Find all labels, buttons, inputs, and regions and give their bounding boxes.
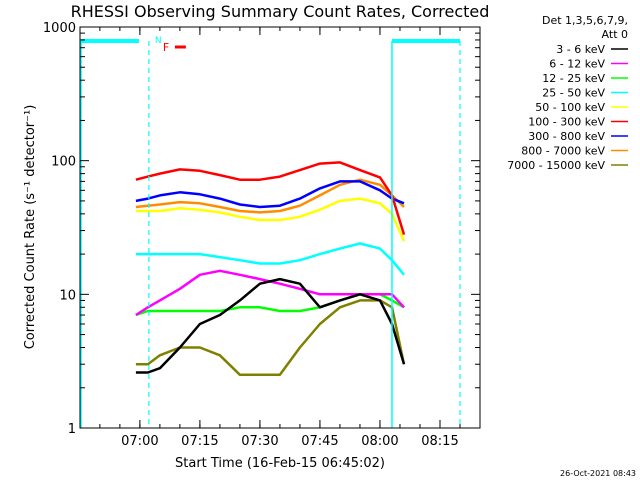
series-line <box>135 197 406 242</box>
timestamp: 26-Oct-2021 08:43 <box>560 469 636 478</box>
y-tick-label: 100 <box>51 155 76 170</box>
legend-header-line-1: Det 1,3,5,6,7,9, <box>542 14 628 27</box>
x-tick-label: 08:00 <box>361 434 398 449</box>
series-line <box>135 161 406 235</box>
legend-label: 12 - 25 keV <box>542 72 605 85</box>
series-line <box>135 178 405 214</box>
y-tick-label: 1000 <box>43 21 76 36</box>
series-line <box>135 180 405 209</box>
legend-label: 7000 - 15000 keV <box>507 159 605 172</box>
legend-label: 6 - 12 keV <box>549 58 605 71</box>
series-layer <box>135 161 406 377</box>
x-tick-label: 07:45 <box>301 434 338 449</box>
y-axis-label: Corrected Count Rate (s⁻¹ detector⁻¹) <box>23 105 38 350</box>
legend-label: 300 - 800 keV <box>528 130 605 143</box>
night-marker-label: N <box>155 36 162 46</box>
legend-label: 25 - 50 keV <box>542 87 605 100</box>
x-tick-label: 07:30 <box>241 434 278 449</box>
flare-marker-label: F <box>163 41 169 54</box>
x-tick-label: 08:15 <box>421 434 458 449</box>
y-axis: 1 10 100 1000 <box>43 21 480 437</box>
x-tick-label: 07:00 <box>121 434 158 449</box>
series-line <box>135 277 406 374</box>
legend-label: 100 - 300 keV <box>528 116 605 129</box>
series-line <box>135 299 406 377</box>
legend-label: 50 - 100 keV <box>535 101 605 114</box>
x-axis-label: Start Time (16-Feb-15 06:45:02) <box>175 456 385 471</box>
x-tick-label: 07:15 <box>181 434 218 449</box>
series-line <box>135 242 405 276</box>
y-tick-label: 1 <box>68 422 76 437</box>
legend-label: 800 - 7000 keV <box>521 145 605 158</box>
x-axis: 07:00 07:15 07:30 07:45 08:00 08:15 <box>99 27 481 449</box>
legend-label: 3 - 6 keV <box>556 43 605 56</box>
chart-title: RHESSI Observing Summary Count Rates, Co… <box>71 2 490 21</box>
legend-header-line-2: Att 0 <box>602 28 628 41</box>
y-tick-label: 10 <box>59 288 76 303</box>
